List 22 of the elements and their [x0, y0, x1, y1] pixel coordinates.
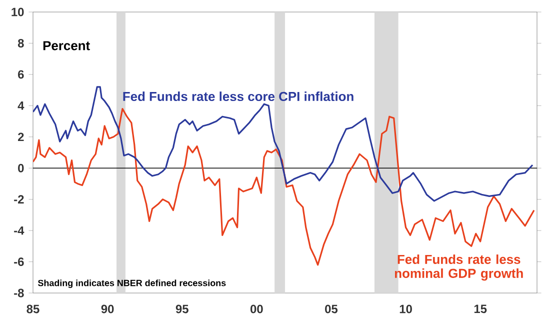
y-tick-label: -8 [14, 288, 24, 298]
annotation: Shading indicates NBER defined recessions [38, 280, 226, 288]
y-tick-label: 6 [18, 70, 24, 79]
x-tick-label: 05 [325, 304, 338, 314]
y-axis-title: Percent [43, 41, 90, 50]
x-tick-label: 00 [250, 304, 263, 314]
x-tick-label: 85 [26, 304, 40, 314]
x-tick-label: 90 [101, 304, 114, 314]
y-tick-label: -4 [14, 226, 24, 235]
line-series [33, 108, 535, 266]
y-tick-label: 10 [12, 8, 24, 16]
y-tick-label: -2 [14, 195, 24, 204]
x-tick-label: 10 [400, 304, 412, 314]
series-label: Fed Funds rate less nominal GDP growth [394, 254, 523, 281]
y-tick-label: 4 [18, 102, 24, 110]
x-tick-label: 95 [176, 304, 188, 314]
x-tick-label: 15 [474, 304, 487, 314]
y-tick-label: 0 [18, 164, 24, 172]
series-label: Fed Funds rate less core CPI inflation [123, 92, 354, 102]
y-tick-label: 2 [18, 132, 24, 142]
y-tick-label: 8 [18, 38, 24, 48]
y-tick-label: -6 [14, 258, 24, 266]
